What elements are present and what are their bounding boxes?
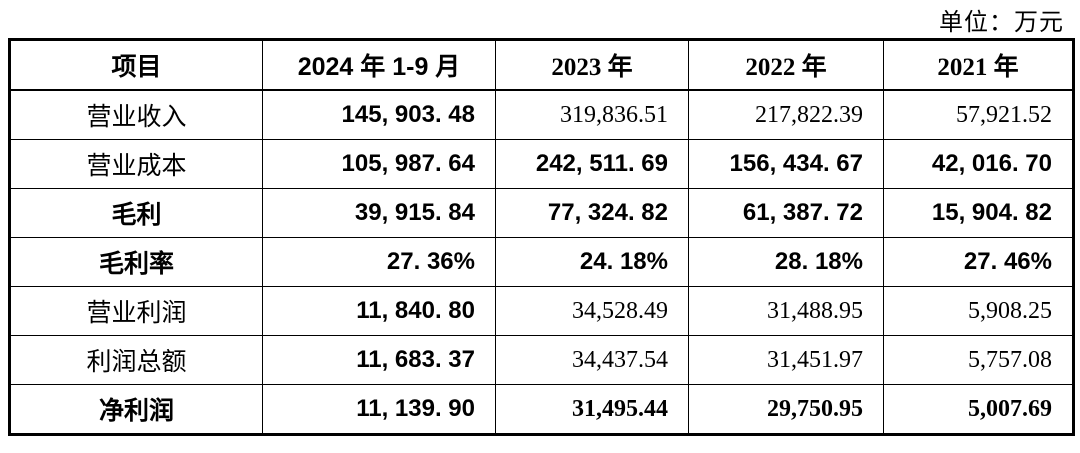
row-label: 营业收入 [9,89,263,140]
cell-value: 57,921.52 [883,89,1074,140]
table-row: 营业成本 105, 987. 64 242, 511. 69 156, 434. 67… [9,139,1074,189]
cell-value: 242, 511. 69 [495,139,689,189]
cell-value: 319,836.51 [495,89,689,140]
column-header-2: 2023 年 [495,39,689,91]
cell-value: 11, 840. 80 [262,286,496,336]
cell-value: 11, 139. 90 [262,384,496,435]
row-label: 营业成本 [9,139,263,189]
cell-value: 5,757.08 [883,335,1074,385]
cell-value: 27. 36% [262,237,496,287]
table-row: 营业利润 11, 840. 80 34,528.49 31,488.95 5,908.2… [9,286,1074,336]
column-header-4: 2021 年 [883,39,1074,91]
cell-value: 77, 324. 82 [495,188,689,238]
cell-value: 31,451.97 [688,335,884,385]
cell-value: 34,528.49 [495,286,689,336]
cell-value: 24. 18% [495,237,689,287]
cell-value: 31,495.44 [495,384,689,435]
table-row: 毛利率 27. 36% 24. 18% 28. 18% 27. 46% [9,237,1074,287]
cell-value: 27. 46% [883,237,1074,287]
cell-value: 156, 434. 67 [688,139,884,189]
cell-value: 42, 016. 70 [883,139,1074,189]
row-label: 毛利率 [9,237,263,287]
unit-label: 单位：万元 [939,10,1064,36]
table-header-row: 项目 2024 年 1-9 月 2023 年 2022 年 2021 年 [9,39,1074,91]
table-row: 净利润 11, 139. 90 31,495.44 29,750.95 5,007.69 [9,384,1074,435]
table-row: 营业收入 145, 903. 48 319,836.51 217,822.39 57,9… [9,89,1074,140]
row-label: 利润总额 [9,335,263,385]
cell-value: 5,908.25 [883,286,1074,336]
row-label: 毛利 [9,188,263,238]
cell-value: 34,437.54 [495,335,689,385]
cell-value: 29,750.95 [688,384,884,435]
cell-value: 61, 387. 72 [688,188,884,238]
cell-value: 145, 903. 48 [262,89,496,140]
column-header-3: 2022 年 [688,39,884,91]
row-label: 净利润 [9,384,263,435]
cell-value: 39, 915. 84 [262,188,496,238]
column-header-0: 项目 [9,39,263,91]
column-header-1: 2024 年 1-9 月 [262,39,496,91]
row-label: 营业利润 [9,286,263,336]
cell-value: 31,488.95 [688,286,884,336]
cell-value: 217,822.39 [688,89,884,140]
table-row: 利润总额 11, 683. 37 34,437.54 31,451.97 5,757.0… [9,335,1074,385]
cell-value: 28. 18% [688,237,884,287]
cell-value: 5,007.69 [883,384,1074,435]
table-row: 毛利 39, 915. 84 77, 324. 82 61, 387. 72 15, 9… [9,188,1074,238]
cell-value: 15, 904. 82 [883,188,1074,238]
cell-value: 11, 683. 37 [262,335,496,385]
cell-value: 105, 987. 64 [262,139,496,189]
financial-table: 项目 2024 年 1-9 月 2023 年 2022 年 2021 年 营业收入 145… [8,38,1075,436]
